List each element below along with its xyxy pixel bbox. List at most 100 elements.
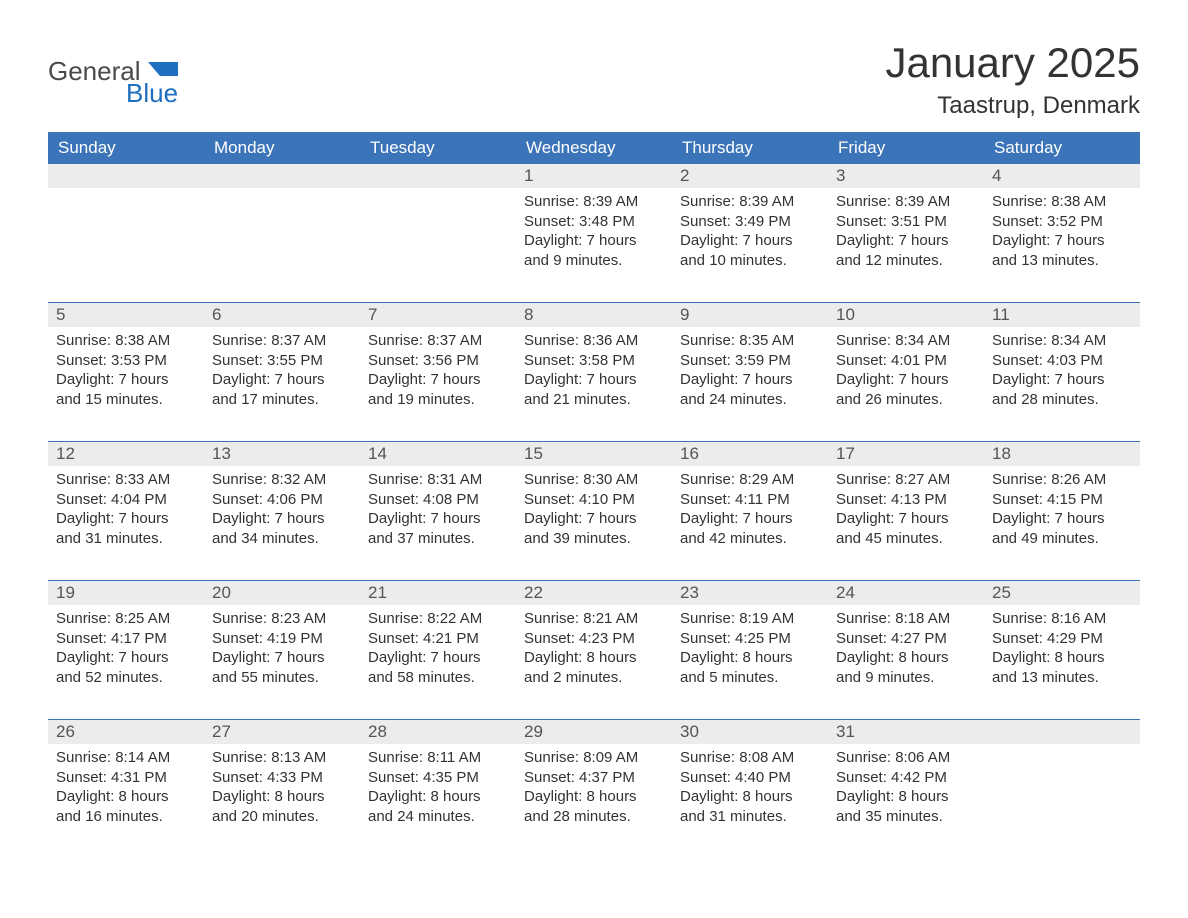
daylight-line-1: Daylight: 7 hours bbox=[836, 370, 976, 390]
daylight-line-1: Daylight: 8 hours bbox=[56, 787, 196, 807]
sunrise-line: Sunrise: 8:18 AM bbox=[836, 609, 976, 629]
calendar-cell: 16Sunrise: 8:29 AMSunset: 4:11 PMDayligh… bbox=[672, 442, 828, 580]
daylight-line-2: and 2 minutes. bbox=[524, 668, 664, 688]
sunrise-line: Sunrise: 8:22 AM bbox=[368, 609, 508, 629]
cell-body: Sunrise: 8:31 AMSunset: 4:08 PMDaylight:… bbox=[360, 466, 516, 556]
date-bar-empty bbox=[204, 164, 360, 188]
page-header: General Blue January 2025 Taastrup, Denm… bbox=[48, 40, 1140, 120]
sunset-line: Sunset: 4:23 PM bbox=[524, 629, 664, 649]
day-header-wednesday: Wednesday bbox=[516, 132, 672, 164]
sunrise-line: Sunrise: 8:39 AM bbox=[680, 192, 820, 212]
daylight-line-1: Daylight: 7 hours bbox=[56, 648, 196, 668]
daylight-line-1: Daylight: 7 hours bbox=[368, 648, 508, 668]
sunset-line: Sunset: 3:52 PM bbox=[992, 212, 1132, 232]
daylight-line-1: Daylight: 7 hours bbox=[992, 509, 1132, 529]
sunset-line: Sunset: 3:58 PM bbox=[524, 351, 664, 371]
daylight-line-2: and 45 minutes. bbox=[836, 529, 976, 549]
sunset-line: Sunset: 4:19 PM bbox=[212, 629, 352, 649]
calendar-cell: 9Sunrise: 8:35 AMSunset: 3:59 PMDaylight… bbox=[672, 303, 828, 441]
day-header-friday: Friday bbox=[828, 132, 984, 164]
calendar-cell: 30Sunrise: 8:08 AMSunset: 4:40 PMDayligh… bbox=[672, 720, 828, 858]
sunset-line: Sunset: 4:17 PM bbox=[56, 629, 196, 649]
calendar-cell: 28Sunrise: 8:11 AMSunset: 4:35 PMDayligh… bbox=[360, 720, 516, 858]
daylight-line-1: Daylight: 8 hours bbox=[524, 648, 664, 668]
daylight-line-2: and 26 minutes. bbox=[836, 390, 976, 410]
calendar-cell: 7Sunrise: 8:37 AMSunset: 3:56 PMDaylight… bbox=[360, 303, 516, 441]
cell-body: Sunrise: 8:35 AMSunset: 3:59 PMDaylight:… bbox=[672, 327, 828, 417]
day-header-monday: Monday bbox=[204, 132, 360, 164]
brand-logo: General Blue bbox=[48, 40, 208, 108]
cell-body: Sunrise: 8:06 AMSunset: 4:42 PMDaylight:… bbox=[828, 744, 984, 834]
date-number: 31 bbox=[828, 720, 984, 744]
date-number: 7 bbox=[360, 303, 516, 327]
calendar-cell: 20Sunrise: 8:23 AMSunset: 4:19 PMDayligh… bbox=[204, 581, 360, 719]
daylight-line-2: and 9 minutes. bbox=[836, 668, 976, 688]
cell-body: Sunrise: 8:30 AMSunset: 4:10 PMDaylight:… bbox=[516, 466, 672, 556]
sunrise-line: Sunrise: 8:11 AM bbox=[368, 748, 508, 768]
calendar-cell: 10Sunrise: 8:34 AMSunset: 4:01 PMDayligh… bbox=[828, 303, 984, 441]
sunrise-line: Sunrise: 8:38 AM bbox=[992, 192, 1132, 212]
calendar-cell: 15Sunrise: 8:30 AMSunset: 4:10 PMDayligh… bbox=[516, 442, 672, 580]
calendar-week: 5Sunrise: 8:38 AMSunset: 3:53 PMDaylight… bbox=[48, 302, 1140, 441]
sunrise-line: Sunrise: 8:33 AM bbox=[56, 470, 196, 490]
daylight-line-2: and 42 minutes. bbox=[680, 529, 820, 549]
date-number: 6 bbox=[204, 303, 360, 327]
daylight-line-2: and 20 minutes. bbox=[212, 807, 352, 827]
calendar-cell: 19Sunrise: 8:25 AMSunset: 4:17 PMDayligh… bbox=[48, 581, 204, 719]
day-header-thursday: Thursday bbox=[672, 132, 828, 164]
cell-body: Sunrise: 8:37 AMSunset: 3:55 PMDaylight:… bbox=[204, 327, 360, 417]
cell-body: Sunrise: 8:34 AMSunset: 4:03 PMDaylight:… bbox=[984, 327, 1140, 417]
calendar-cell: 31Sunrise: 8:06 AMSunset: 4:42 PMDayligh… bbox=[828, 720, 984, 858]
cell-body: Sunrise: 8:14 AMSunset: 4:31 PMDaylight:… bbox=[48, 744, 204, 834]
daylight-line-1: Daylight: 7 hours bbox=[836, 509, 976, 529]
calendar-body: 1Sunrise: 8:39 AMSunset: 3:48 PMDaylight… bbox=[48, 164, 1140, 858]
calendar-cell: 23Sunrise: 8:19 AMSunset: 4:25 PMDayligh… bbox=[672, 581, 828, 719]
daylight-line-1: Daylight: 8 hours bbox=[212, 787, 352, 807]
sunset-line: Sunset: 4:35 PM bbox=[368, 768, 508, 788]
cell-body: Sunrise: 8:16 AMSunset: 4:29 PMDaylight:… bbox=[984, 605, 1140, 695]
calendar-cell: 12Sunrise: 8:33 AMSunset: 4:04 PMDayligh… bbox=[48, 442, 204, 580]
sunset-line: Sunset: 3:49 PM bbox=[680, 212, 820, 232]
sunset-line: Sunset: 3:56 PM bbox=[368, 351, 508, 371]
cell-body: Sunrise: 8:25 AMSunset: 4:17 PMDaylight:… bbox=[48, 605, 204, 695]
cell-body: Sunrise: 8:29 AMSunset: 4:11 PMDaylight:… bbox=[672, 466, 828, 556]
date-number: 21 bbox=[360, 581, 516, 605]
date-number: 27 bbox=[204, 720, 360, 744]
sunrise-line: Sunrise: 8:39 AM bbox=[524, 192, 664, 212]
sunrise-line: Sunrise: 8:08 AM bbox=[680, 748, 820, 768]
sunset-line: Sunset: 4:15 PM bbox=[992, 490, 1132, 510]
daylight-line-2: and 9 minutes. bbox=[524, 251, 664, 271]
daylight-line-1: Daylight: 8 hours bbox=[836, 787, 976, 807]
daylight-line-1: Daylight: 8 hours bbox=[680, 648, 820, 668]
sunrise-line: Sunrise: 8:27 AM bbox=[836, 470, 976, 490]
daylight-line-1: Daylight: 7 hours bbox=[56, 370, 196, 390]
cell-body: Sunrise: 8:37 AMSunset: 3:56 PMDaylight:… bbox=[360, 327, 516, 417]
logo-flag-icon bbox=[148, 62, 178, 76]
date-number: 30 bbox=[672, 720, 828, 744]
date-number: 1 bbox=[516, 164, 672, 188]
calendar-week: 1Sunrise: 8:39 AMSunset: 3:48 PMDaylight… bbox=[48, 164, 1140, 302]
sunset-line: Sunset: 4:33 PM bbox=[212, 768, 352, 788]
date-number: 23 bbox=[672, 581, 828, 605]
calendar-cell: 2Sunrise: 8:39 AMSunset: 3:49 PMDaylight… bbox=[672, 164, 828, 302]
date-number: 28 bbox=[360, 720, 516, 744]
sunset-line: Sunset: 4:10 PM bbox=[524, 490, 664, 510]
date-number: 3 bbox=[828, 164, 984, 188]
sunset-line: Sunset: 4:25 PM bbox=[680, 629, 820, 649]
sunset-line: Sunset: 3:48 PM bbox=[524, 212, 664, 232]
sunset-line: Sunset: 4:04 PM bbox=[56, 490, 196, 510]
sunrise-line: Sunrise: 8:31 AM bbox=[368, 470, 508, 490]
daylight-line-1: Daylight: 7 hours bbox=[992, 370, 1132, 390]
sunset-line: Sunset: 4:40 PM bbox=[680, 768, 820, 788]
daylight-line-1: Daylight: 7 hours bbox=[524, 370, 664, 390]
calendar-cell: 1Sunrise: 8:39 AMSunset: 3:48 PMDaylight… bbox=[516, 164, 672, 302]
date-number: 8 bbox=[516, 303, 672, 327]
cell-body: Sunrise: 8:13 AMSunset: 4:33 PMDaylight:… bbox=[204, 744, 360, 834]
sunrise-line: Sunrise: 8:14 AM bbox=[56, 748, 196, 768]
sunset-line: Sunset: 4:06 PM bbox=[212, 490, 352, 510]
cell-body: Sunrise: 8:23 AMSunset: 4:19 PMDaylight:… bbox=[204, 605, 360, 695]
sunrise-line: Sunrise: 8:34 AM bbox=[992, 331, 1132, 351]
cell-body: Sunrise: 8:08 AMSunset: 4:40 PMDaylight:… bbox=[672, 744, 828, 834]
cell-body: Sunrise: 8:39 AMSunset: 3:48 PMDaylight:… bbox=[516, 188, 672, 278]
sunset-line: Sunset: 3:59 PM bbox=[680, 351, 820, 371]
